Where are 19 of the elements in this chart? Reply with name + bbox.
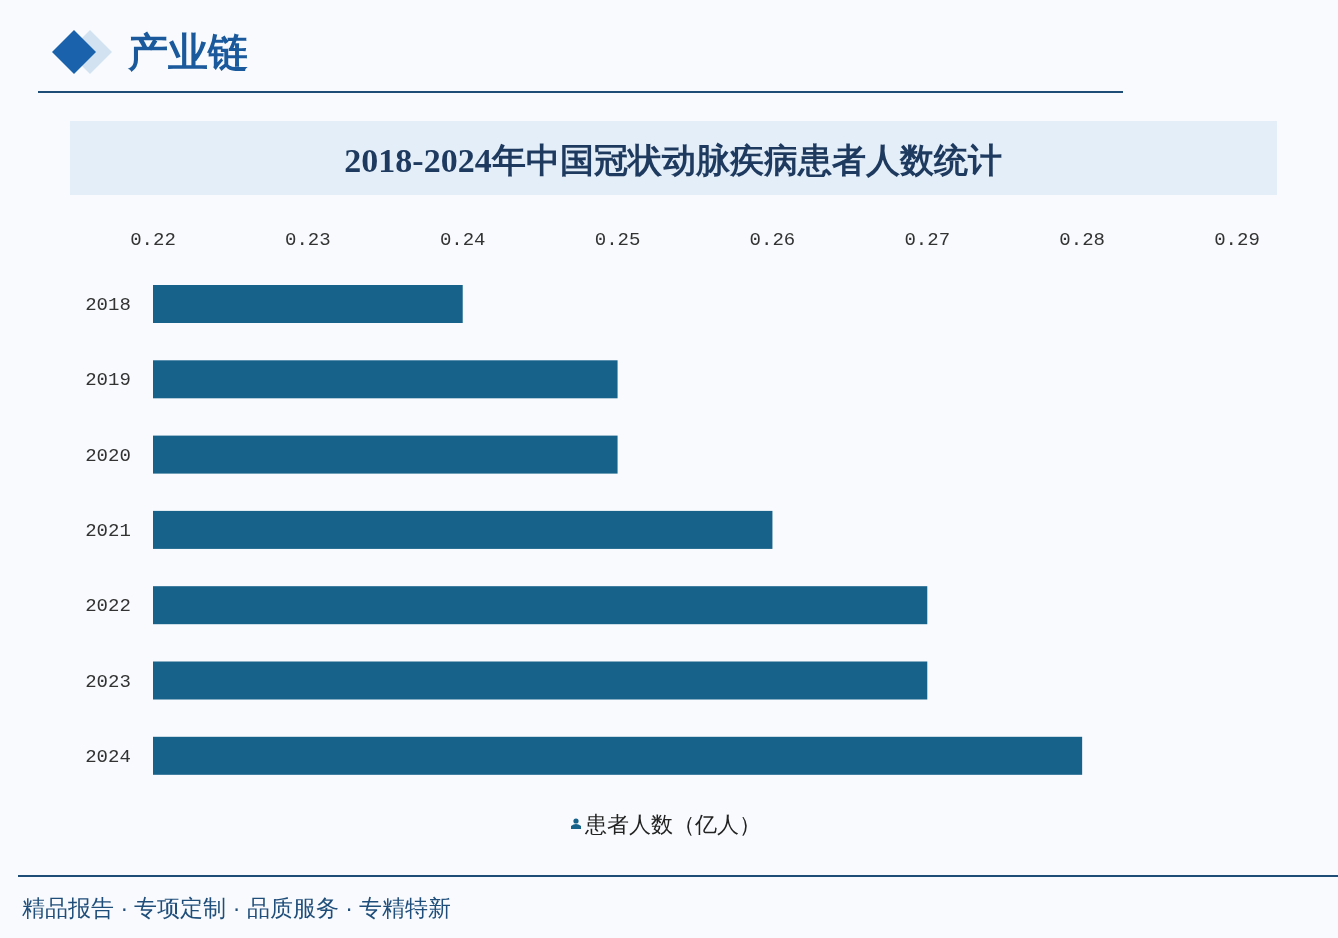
y-tick-label: 2023 bbox=[85, 670, 131, 693]
y-tick-label: 2024 bbox=[85, 745, 131, 768]
y-tick-label: 2019 bbox=[85, 369, 131, 392]
x-tick-label: 0.24 bbox=[439, 229, 486, 251]
y-tick-label: 2020 bbox=[85, 444, 131, 467]
x-tick-label: 0.29 bbox=[1214, 229, 1260, 251]
chart-title: 2018-2024年中国冠状动脉疾病患者人数统计 bbox=[344, 142, 1002, 179]
y-tick-label: 2021 bbox=[85, 519, 131, 542]
text: 精品报告 · 专项定制 · 品质服务 · 专精特新 bbox=[22, 895, 452, 921]
x-tick-label: 0.22 bbox=[130, 229, 176, 251]
x-tick-label: 0.28 bbox=[1059, 229, 1105, 251]
text: 产业链 bbox=[127, 30, 248, 75]
y-tick-label: 2018 bbox=[85, 294, 131, 316]
x-tick-label: 0.27 bbox=[904, 229, 951, 251]
legend-label: 患者人数（亿人） bbox=[584, 812, 761, 837]
x-tick-label: 0.25 bbox=[594, 229, 641, 251]
x-tick-label: 0.26 bbox=[749, 229, 796, 251]
x-tick-label: 0.23 bbox=[285, 229, 331, 251]
y-tick-label: 2022 bbox=[85, 595, 131, 618]
